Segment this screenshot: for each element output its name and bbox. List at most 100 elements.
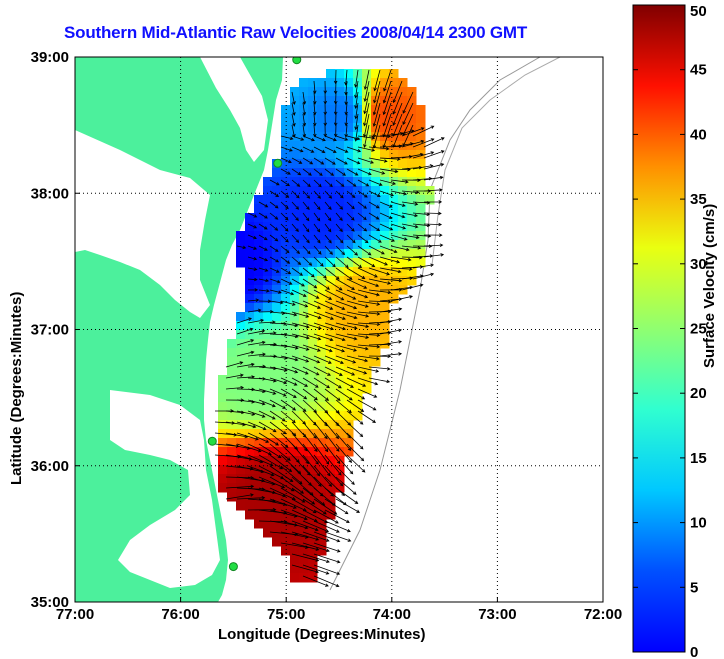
velocity-cell	[308, 303, 318, 313]
velocity-cell	[353, 402, 363, 412]
velocity-cell	[308, 222, 318, 232]
velocity-arrow	[280, 212, 289, 221]
velocity-cell	[335, 105, 345, 115]
velocity-cell	[371, 231, 381, 241]
velocity-cell	[299, 393, 309, 403]
velocity-arrow	[392, 80, 403, 104]
velocity-arrow	[291, 234, 300, 244]
velocity-cell	[326, 78, 336, 88]
velocity-cell	[281, 474, 291, 484]
velocity-cell	[317, 384, 327, 394]
velocity-cell	[353, 96, 363, 106]
colorbar-tick-label: 20	[690, 385, 707, 402]
velocity-cell	[254, 195, 264, 205]
velocity-cell	[317, 483, 327, 493]
velocity-cell	[236, 240, 246, 250]
velocity-arrow	[302, 333, 322, 341]
velocity-cell	[335, 366, 345, 376]
velocity-cell	[254, 420, 264, 430]
velocity-cell	[380, 339, 390, 349]
velocity-arrow	[302, 245, 311, 255]
velocity-arrow	[302, 267, 315, 278]
velocity-arrow	[291, 168, 302, 176]
velocity-arrow	[335, 168, 346, 176]
velocity-cell	[344, 123, 354, 133]
velocity-arrow	[368, 223, 381, 232]
velocity-cell	[371, 159, 381, 169]
velocity-arrow	[280, 179, 291, 187]
velocity-cell	[344, 330, 354, 340]
velocity-cell	[326, 312, 336, 322]
velocity-arrow	[335, 377, 354, 388]
velocity-arrow	[324, 377, 342, 389]
velocity-vectors	[214, 69, 445, 588]
velocity-cell	[245, 294, 255, 304]
velocity-arrow	[291, 256, 302, 265]
x-tick-label: 73:00	[478, 606, 516, 623]
velocity-cell	[326, 339, 336, 349]
velocity-arrow	[335, 344, 357, 352]
velocity-arrow	[423, 253, 445, 258]
velocity-arrow	[401, 234, 420, 240]
velocity-cell	[335, 348, 345, 358]
velocity-cell	[389, 213, 399, 223]
velocity-cell	[335, 78, 345, 88]
velocity-cell	[371, 105, 381, 115]
velocity-cell	[290, 141, 300, 151]
velocity-cell	[299, 213, 309, 223]
velocity-arrow	[291, 399, 307, 412]
velocity-cell	[380, 195, 390, 205]
velocity-cell	[272, 384, 282, 394]
velocity-arrow	[291, 91, 296, 106]
velocity-arrow	[324, 179, 333, 188]
velocity-cell	[245, 222, 255, 232]
velocity-arrow	[324, 300, 346, 310]
velocity-cell	[281, 204, 291, 214]
velocity-arrow	[312, 113, 317, 127]
velocity-cell	[245, 240, 255, 250]
colorbar-tick-label: 5	[690, 579, 698, 596]
velocity-cell	[380, 204, 390, 214]
velocity-cell	[317, 474, 327, 484]
velocity-cell	[299, 474, 309, 484]
velocity-cell	[299, 420, 309, 430]
velocity-arrow	[258, 476, 286, 489]
velocity-arrow	[392, 91, 403, 115]
velocity-arrow	[280, 146, 293, 152]
velocity-arrow	[423, 200, 443, 204]
velocity-cell	[290, 150, 300, 160]
velocity-cell	[389, 105, 399, 115]
velocity-arrow	[423, 137, 445, 148]
velocity-arrow	[335, 278, 356, 290]
velocity-cell	[335, 312, 345, 322]
velocity-cell	[326, 276, 336, 286]
velocity-cell	[245, 456, 255, 466]
velocity-arrow	[368, 245, 385, 255]
velocity-cell	[380, 312, 390, 322]
velocity-arrow	[280, 388, 297, 398]
velocity-arrow	[402, 102, 414, 126]
velocity-cell	[227, 465, 237, 475]
velocity-arrow	[302, 509, 329, 524]
velocity-cell	[308, 141, 318, 151]
velocity-arrow	[368, 278, 392, 285]
velocity-cell	[227, 402, 237, 412]
velocity-cell	[335, 438, 345, 448]
velocity-arrow	[258, 289, 270, 293]
velocity-cell	[389, 294, 399, 304]
velocity-cell	[317, 294, 327, 304]
y-tick-label: 37:00	[31, 322, 69, 339]
velocity-cell	[281, 384, 291, 394]
velocity-cell	[317, 411, 327, 421]
velocity-cell	[272, 492, 282, 502]
velocity-arrow	[258, 454, 284, 470]
velocity-cell	[254, 357, 264, 367]
velocity-cell	[371, 87, 381, 97]
chart-title: Southern Mid-Atlantic Raw Velocities 200…	[64, 23, 528, 42]
velocity-cell	[371, 240, 381, 250]
velocity-arrow	[302, 498, 327, 515]
velocity-cell	[335, 159, 345, 169]
velocity-cell	[326, 357, 336, 367]
velocity-arrow	[313, 421, 328, 440]
velocity-cell	[353, 375, 363, 385]
